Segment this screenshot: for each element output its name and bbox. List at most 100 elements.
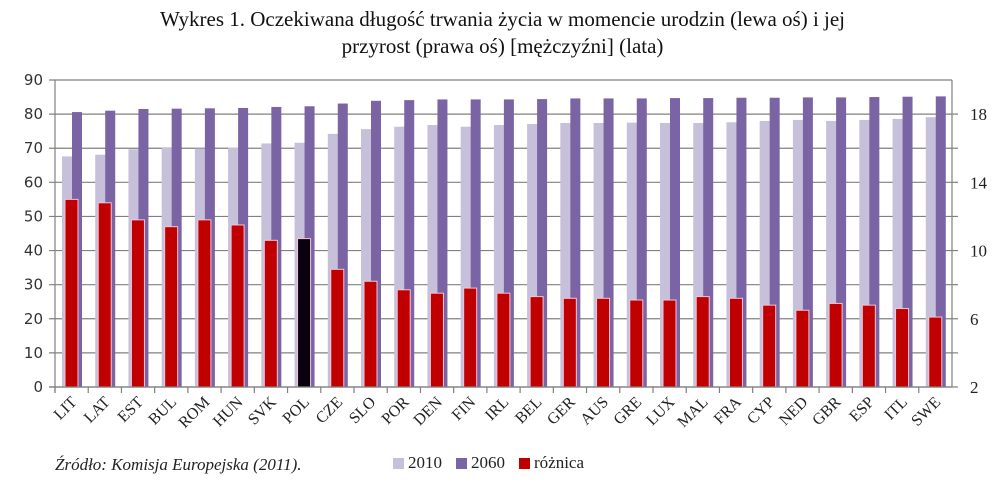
bar-roznica [363, 280, 378, 388]
x-category-label: CYP [744, 394, 778, 428]
bar-2060 [736, 97, 747, 387]
y-left-tick-label: 90 [24, 71, 43, 89]
x-category-label: GBR [809, 394, 845, 430]
x-category-label: POL [280, 394, 313, 427]
bar-group-est [128, 108, 149, 388]
x-category-label: LIT [51, 394, 81, 424]
bar-roznica [230, 224, 245, 388]
bar-roznica [629, 299, 644, 388]
bar-roznica [928, 316, 943, 388]
bar-2060 [802, 97, 813, 387]
bar-2060 [337, 103, 348, 387]
bar-group-itl [892, 96, 913, 388]
bar-group-gre [626, 98, 647, 388]
legend-item-2060: 2060 [456, 453, 505, 473]
bar-roznica [662, 299, 677, 388]
x-category-label: ROM [176, 394, 214, 432]
bar-roznica [130, 219, 145, 388]
bar-group-fin [460, 99, 481, 388]
x-category-label: IRL [482, 394, 512, 424]
bar-group-swe [925, 96, 946, 388]
bar-group-rom [194, 108, 215, 388]
bar-group-cze [327, 103, 348, 388]
y-left-tick-label: 60 [24, 173, 43, 191]
x-category-label: NED [776, 394, 811, 429]
bar-roznica [263, 239, 278, 388]
x-category-label: POR [379, 394, 413, 428]
bar-2060 [769, 97, 780, 387]
bar-roznica [64, 198, 79, 388]
bar-2060 [503, 99, 514, 388]
bar-roznica [762, 304, 777, 388]
x-category-label: HUN [210, 393, 247, 430]
bar-group-lux [660, 98, 680, 388]
y-right-tick-label: 14 [970, 173, 988, 192]
bar-group-bul [161, 108, 182, 388]
bar-roznica [861, 304, 876, 388]
bar-2060 [404, 100, 415, 388]
x-category-label: SWE [908, 394, 944, 430]
y-right-tick-label: 10 [970, 242, 987, 261]
legend-swatch-roznica [519, 457, 530, 469]
bar-2060 [470, 99, 481, 388]
y-left-tick-label: 70 [24, 139, 43, 157]
legend-swatch-2060 [456, 457, 467, 469]
bar-2060 [636, 98, 647, 388]
x-category-label: BEL [512, 394, 545, 427]
bar-group-slo [361, 100, 381, 388]
x-category-label: EST [115, 394, 147, 426]
bar-roznica [529, 296, 544, 388]
x-category-label: AUS [577, 394, 612, 429]
bar-group-aus [593, 98, 614, 388]
y-left-tick-label: 20 [24, 310, 43, 328]
y-left-tick-label: 30 [24, 276, 43, 294]
bar-group-pol [294, 106, 315, 388]
y-right-tick-label: 6 [970, 310, 979, 329]
bar-group-ned [792, 97, 813, 388]
y-left-tick-label: 80 [24, 105, 43, 123]
bar-group-irl [493, 99, 514, 388]
bar-roznica [97, 202, 112, 388]
bar-roznica [297, 238, 312, 388]
bar-group-ger [560, 98, 581, 388]
bar-2060 [935, 96, 946, 387]
x-category-label: GRE [611, 394, 646, 429]
bar-roznica [463, 287, 478, 388]
bar-roznica [895, 308, 910, 388]
x-category-label: GER [544, 394, 579, 429]
bar-group-lat [95, 110, 116, 388]
bar-group-bel [527, 99, 548, 388]
bar-group-den [427, 99, 448, 388]
bar-group-cyp [759, 97, 780, 388]
y-left-tick-label: 10 [24, 344, 43, 362]
bar-roznica [396, 289, 411, 388]
bar-2060 [570, 98, 581, 388]
bar-2060 [836, 97, 847, 387]
chart-title-line-1: Wykres 1. Oczekiwana długość trwania życ… [159, 7, 846, 31]
x-category-label: ESP [846, 394, 878, 426]
bars [62, 96, 946, 388]
bar-roznica [596, 297, 611, 388]
x-category-label: BUL [145, 394, 180, 429]
bar-group-mal [693, 98, 714, 388]
x-category-label: LAT [81, 394, 114, 427]
chart-title: Wykres 1. Oczekiwana długość trwania życ… [0, 6, 1005, 60]
x-category-label: MAL [674, 394, 711, 431]
bar-group-gbr [826, 97, 847, 388]
legend-label-2010: 2010 [408, 453, 442, 472]
bar-roznica [330, 268, 345, 388]
bar-group-lit [62, 112, 82, 388]
x-category-label: FRA [711, 393, 745, 427]
bar-group-esp [859, 97, 880, 388]
source-note: Źródło: Komisja Europejska (2011). [55, 455, 302, 474]
bar-2060 [703, 98, 714, 387]
x-category-label: DEN [411, 393, 447, 429]
bar-2060 [670, 98, 680, 387]
legend-item-roznica: różnica [519, 453, 584, 473]
bar-2060 [371, 100, 381, 388]
y-right-tick-label: 2 [970, 378, 979, 397]
x-category-label: SLO [346, 394, 379, 427]
y-left-tick-label: 40 [24, 242, 43, 260]
bar-roznica [828, 302, 843, 388]
